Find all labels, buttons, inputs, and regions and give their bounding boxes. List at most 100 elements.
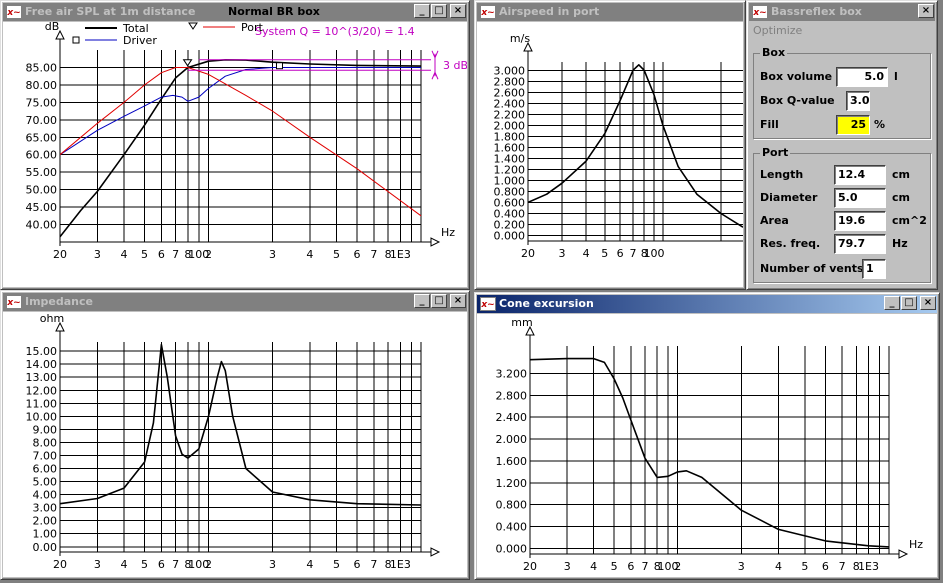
x-tick-label: 4 [775, 560, 782, 573]
cone-titlebar[interactable]: x~ Cone excursion _ □ × [477, 295, 937, 313]
legend-label: Driver [123, 34, 157, 47]
y-tick-label: 3.000 [494, 64, 526, 77]
field-label: Res. freq. [760, 237, 821, 250]
field-unit: cm [892, 191, 910, 204]
x-tick-label: 7 [630, 247, 637, 260]
y-tick-label: 2.400 [494, 97, 526, 110]
airspeed-window[interactable]: x~ Airspeed in port 0.000 0.200 0.400 0.600… [474, 0, 746, 290]
maximize-button[interactable]: □ [431, 4, 447, 18]
y-tick-label: 65.00 [26, 131, 58, 144]
y-tick-label: 14.00 [26, 358, 58, 371]
close-button[interactable]: × [920, 296, 936, 310]
port-resfreq-input[interactable]: 79.7 [834, 234, 886, 254]
series-line-main [530, 357, 890, 548]
series-line-driver [60, 67, 421, 156]
x-tick-label: 3 [269, 248, 276, 261]
x-tick-label: 5 [333, 558, 340, 571]
port-resonance-marker-icon [182, 59, 193, 67]
field-unit: l [894, 70, 898, 83]
y-tick-label: 2.600 [494, 86, 526, 99]
airspeed-titlebar[interactable]: x~ Airspeed in port [477, 3, 743, 21]
menu-optimize[interactable]: Optimize [753, 24, 803, 37]
chart-title-heading: Normal BR box [228, 5, 320, 18]
bassreflex-titlebar[interactable]: x~ Bassreflex box × [749, 3, 935, 21]
spl-window[interactable]: x~ Free air SPL at 1m distance _ □ × Norma… [0, 0, 470, 290]
y-tick-label: 1.000 [494, 174, 526, 187]
bassreflex-dialog[interactable]: x~ Bassreflex box × Optimize Box Box vol… [746, 0, 938, 290]
x-tick-label: 7 [172, 248, 179, 261]
app-icon[interactable]: x~ [752, 5, 768, 19]
x-axis-label: Hz [909, 538, 923, 551]
app-icon[interactable]: x~ [480, 5, 496, 19]
port-diameter-input[interactable]: 5.0 [834, 188, 886, 208]
x-tick-label: 6 [354, 558, 361, 571]
series-line-main [60, 343, 422, 506]
x-axis-arrow-icon [898, 549, 909, 559]
cone-window[interactable]: x~ Cone excursion _ □ × 0.000 0.400 0.800 1.2… [474, 292, 940, 580]
minimize-button[interactable]: _ [414, 4, 430, 18]
x-tick-label: 8 [184, 558, 191, 571]
spl-titlebar[interactable]: x~ Free air SPL at 1m distance _ □ × Norma… [3, 3, 467, 21]
y-axis-arrow-icon [523, 41, 533, 52]
field-label: Diameter [760, 191, 818, 204]
number-of-vents-input[interactable]: 1 [862, 259, 886, 279]
y-tick-label: 0.800 [494, 185, 526, 198]
field-label: Box Q-value [760, 94, 835, 107]
impedance-window[interactable]: x~ Impedance _ □ × 0.00 1.00 2.00 3.00 4.00 5.0… [0, 290, 470, 580]
x-tick-label: 3 [94, 248, 101, 261]
x-tick-label: 20 [523, 560, 537, 573]
series-line-total [60, 59, 422, 238]
x-tick-label: 4 [120, 248, 127, 261]
x-tick-label: 20 [53, 558, 67, 571]
maximize-button[interactable]: □ [431, 294, 447, 308]
port-area-input[interactable]: 19.6 [834, 211, 886, 231]
cursor-marker-icon [275, 62, 283, 70]
impedance-titlebar[interactable]: x~ Impedance _ □ × [3, 293, 467, 311]
box-volume-input[interactable]: 5.0 [836, 67, 888, 87]
y-tick-label: 12.00 [26, 384, 58, 397]
x-tick-label: 4 [120, 558, 127, 571]
series-line-port [60, 67, 422, 217]
x-tick-label: 3 [558, 247, 565, 260]
db-marker-label: 3 dB [443, 59, 467, 72]
y-tick-label: 1.00 [33, 528, 58, 541]
x-tick-label: 1E3 [858, 560, 879, 573]
db-marker-arrow-icon [431, 50, 439, 60]
y-tick-label: 4.00 [33, 489, 58, 502]
window-title: Airspeed in port [499, 5, 600, 18]
minimize-button[interactable]: _ [414, 294, 430, 308]
close-button[interactable]: × [450, 294, 466, 308]
x-tick-label: 6 [158, 248, 165, 261]
x-tick-label: 100 [644, 247, 665, 260]
field-unit: Hz [892, 237, 908, 250]
app-icon[interactable]: x~ [6, 5, 22, 19]
x-tick-label: 2 [205, 248, 212, 261]
x-tick-label: 5 [611, 560, 618, 573]
app-icon[interactable]: x~ [6, 295, 22, 309]
close-button[interactable]: × [918, 4, 934, 18]
y-tick-label: 0.000 [496, 543, 528, 556]
y-axis-arrow-icon [525, 325, 535, 336]
y-axis-label: mm [511, 316, 532, 329]
x-tick-label: 4 [306, 248, 313, 261]
group-label: Port [760, 146, 791, 159]
app-icon[interactable]: x~ [480, 297, 496, 311]
box-q-input[interactable]: 3.0 [846, 91, 870, 111]
x-tick-label: 20 [53, 248, 67, 261]
fill-input[interactable]: 25 [836, 115, 870, 135]
y-tick-label: 0.800 [496, 499, 528, 512]
window-title: Cone excursion [499, 297, 594, 310]
x-tick-label: 3 [94, 558, 101, 571]
y-tick-label: 0.400 [494, 207, 526, 220]
port-length-input[interactable]: 12.4 [834, 165, 886, 185]
x-tick-label: 7 [370, 558, 377, 571]
y-axis-label: ohm [40, 312, 64, 325]
maximize-button[interactable]: □ [901, 296, 917, 310]
x-tick-label: 4 [590, 560, 597, 573]
y-tick-label: 3.00 [33, 502, 58, 515]
close-button[interactable]: × [450, 4, 466, 18]
window-title: Bassreflex box [771, 5, 862, 18]
field-label: Box volume [760, 70, 833, 83]
minimize-button[interactable]: _ [884, 296, 900, 310]
field-label: Number of vents [760, 262, 864, 275]
